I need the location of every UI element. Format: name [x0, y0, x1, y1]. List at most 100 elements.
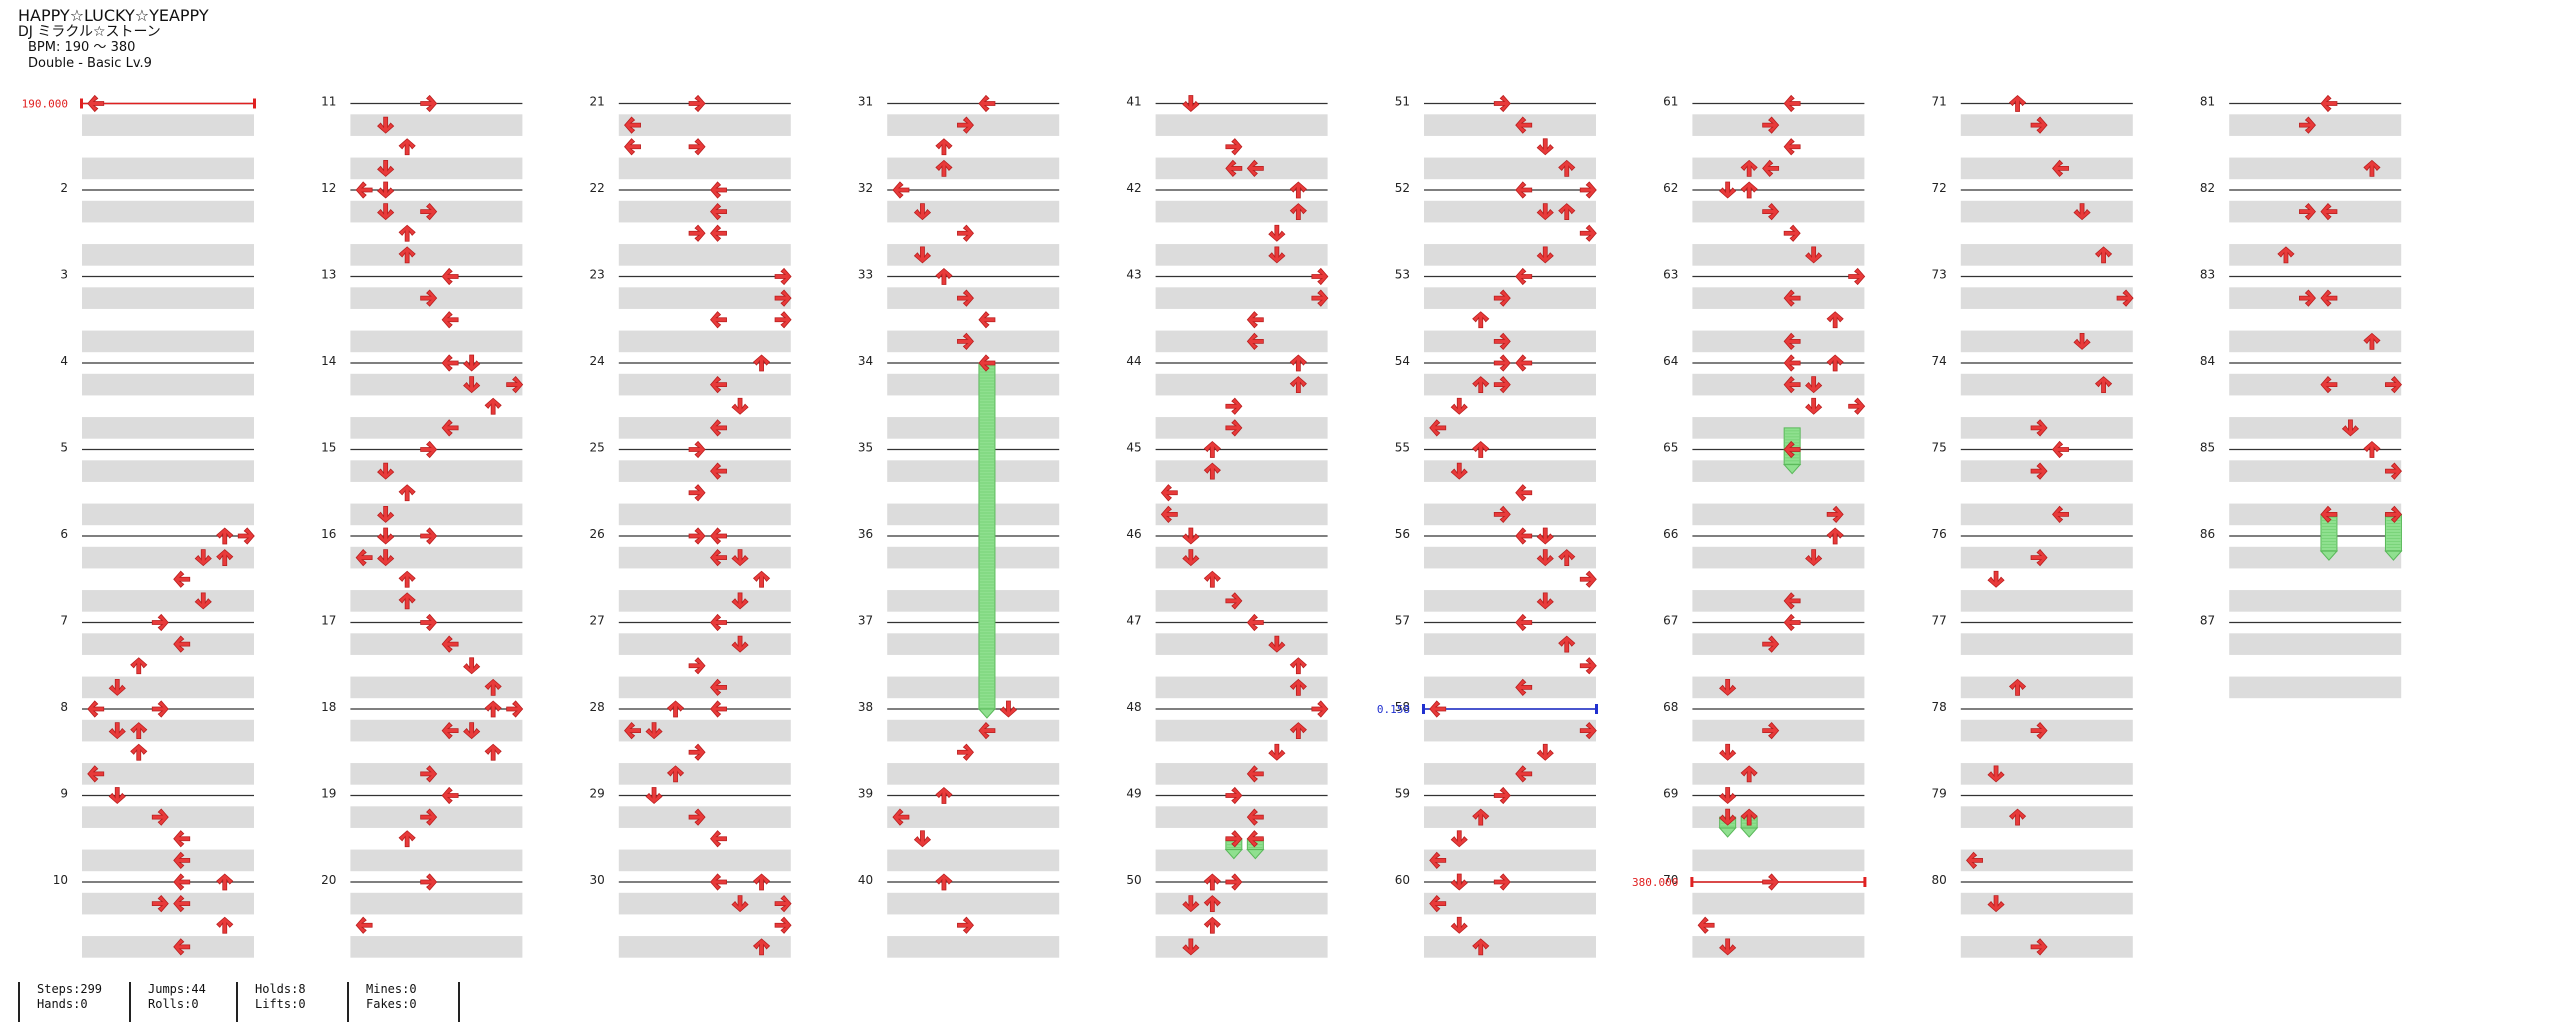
left-arrow-icon — [1783, 94, 1801, 113]
right-arrow-icon — [151, 700, 169, 718]
left-arrow-icon — [1966, 851, 1983, 869]
left-arrow-icon — [1697, 916, 1715, 934]
down-arrow-icon — [1719, 938, 1737, 956]
beat-stripe — [2229, 244, 2402, 266]
right-arrow-icon — [1762, 116, 1780, 134]
bpm-range: BPM: 190 ～ 380 — [28, 40, 136, 55]
up-arrow-icon — [398, 592, 416, 610]
up-arrow-icon — [935, 873, 953, 891]
measure-number: 63 — [1663, 268, 1678, 282]
measure-number: 20 — [321, 873, 336, 887]
up-arrow-icon — [752, 570, 771, 588]
left-arrow-icon — [624, 116, 641, 134]
measure-number: 67 — [1663, 614, 1678, 628]
left-arrow-icon — [710, 376, 727, 394]
mines-count: Mines:0 — [366, 982, 417, 996]
down-arrow-icon — [913, 830, 932, 848]
measure-number: 27 — [590, 614, 605, 628]
up-arrow-icon — [398, 224, 416, 242]
beat-stripe — [1155, 806, 1328, 828]
up-arrow-icon — [1289, 354, 1307, 372]
stats-footer: Steps:299 Hands:0 Jumps:44 Rolls:0 Holds… — [18, 982, 462, 1022]
up-arrow-icon — [398, 830, 416, 848]
beat-stripe — [2229, 460, 2402, 482]
up-arrow-icon — [752, 938, 771, 956]
right-arrow-icon — [1762, 203, 1780, 221]
beat-stripe — [618, 460, 791, 482]
up-arrow-icon — [130, 722, 148, 740]
up-arrow-icon — [935, 159, 953, 177]
measure-number: 8 — [60, 700, 68, 714]
measure-number: 15 — [321, 441, 336, 455]
beat-stripe — [2229, 157, 2402, 180]
beat-stripe — [1960, 633, 2133, 655]
right-arrow-icon — [1311, 700, 1329, 718]
beat-stripe — [618, 546, 791, 569]
beat-stripe — [350, 892, 523, 915]
up-arrow-icon — [752, 354, 771, 372]
down-arrow-icon — [1268, 246, 1286, 264]
up-arrow-icon — [1289, 722, 1307, 740]
holds-count: Holds:8 — [255, 982, 306, 996]
left-arrow-icon — [173, 895, 191, 913]
down-arrow-icon — [1536, 203, 1554, 221]
down-arrow-icon — [377, 159, 395, 177]
right-arrow-icon — [1826, 505, 1844, 523]
beat-stripe — [618, 936, 791, 958]
beat-stripe — [1155, 849, 1328, 872]
left-arrow-icon — [1429, 851, 1447, 869]
measure-number: 46 — [1126, 527, 1141, 541]
left-arrow-icon — [441, 311, 459, 329]
up-arrow-icon — [484, 700, 502, 718]
right-arrow-icon — [2116, 289, 2134, 307]
right-arrow-icon — [2385, 505, 2402, 523]
left-arrow-icon — [1429, 419, 1447, 437]
beat-stripe — [82, 417, 254, 439]
down-arrow-icon — [1450, 916, 1468, 934]
beat-stripe — [887, 806, 1060, 828]
right-arrow-icon — [1762, 635, 1780, 653]
up-arrow-icon — [1740, 808, 1758, 826]
beat-stripe — [887, 719, 1060, 742]
beat-stripe — [887, 417, 1060, 439]
left-arrow-icon — [2052, 440, 2069, 459]
beat-stripe — [1960, 849, 2133, 872]
down-arrow-icon — [1268, 224, 1286, 242]
lifts-count: Lifts:0 — [255, 997, 306, 1011]
right-arrow-icon — [2030, 116, 2048, 134]
right-arrow-icon — [1225, 592, 1243, 610]
measure-number: 64 — [1663, 354, 1678, 368]
right-arrow-icon — [506, 700, 524, 718]
stats-group-holds: Holds:8 Lifts:0 — [236, 982, 347, 1022]
right-arrow-icon — [420, 765, 438, 783]
up-arrow-icon — [2094, 376, 2113, 394]
beat-stripe — [1692, 892, 1865, 915]
measure-number: 42 — [1126, 181, 1141, 195]
down-arrow-icon — [377, 505, 395, 523]
beat-stripe — [1692, 417, 1865, 439]
right-arrow-icon — [957, 224, 974, 242]
right-arrow-icon — [1579, 657, 1597, 675]
beat-stripe — [82, 719, 254, 742]
measure-number: 2 — [60, 181, 68, 195]
measure-number: 86 — [2200, 527, 2215, 541]
left-arrow-icon — [978, 94, 996, 113]
left-arrow-icon — [1783, 354, 1801, 372]
down-arrow-icon — [731, 592, 749, 610]
beat-stripe — [887, 849, 1060, 872]
left-arrow-icon — [1246, 765, 1264, 783]
beat-stripe — [618, 719, 791, 742]
down-arrow-icon — [108, 678, 126, 696]
right-arrow-icon — [774, 916, 792, 934]
right-arrow-icon — [2299, 116, 2316, 134]
measure-number: 68 — [1663, 700, 1678, 714]
up-arrow-icon — [1289, 181, 1307, 199]
left-arrow-icon — [2320, 94, 2338, 113]
right-arrow-icon — [1579, 722, 1597, 740]
measure-number: 33 — [858, 268, 873, 282]
beat-stripe — [2229, 590, 2402, 612]
left-arrow-icon — [710, 224, 727, 242]
down-arrow-icon — [377, 549, 395, 567]
fakes-count: Fakes:0 — [366, 997, 417, 1011]
beat-stripe — [82, 460, 254, 482]
